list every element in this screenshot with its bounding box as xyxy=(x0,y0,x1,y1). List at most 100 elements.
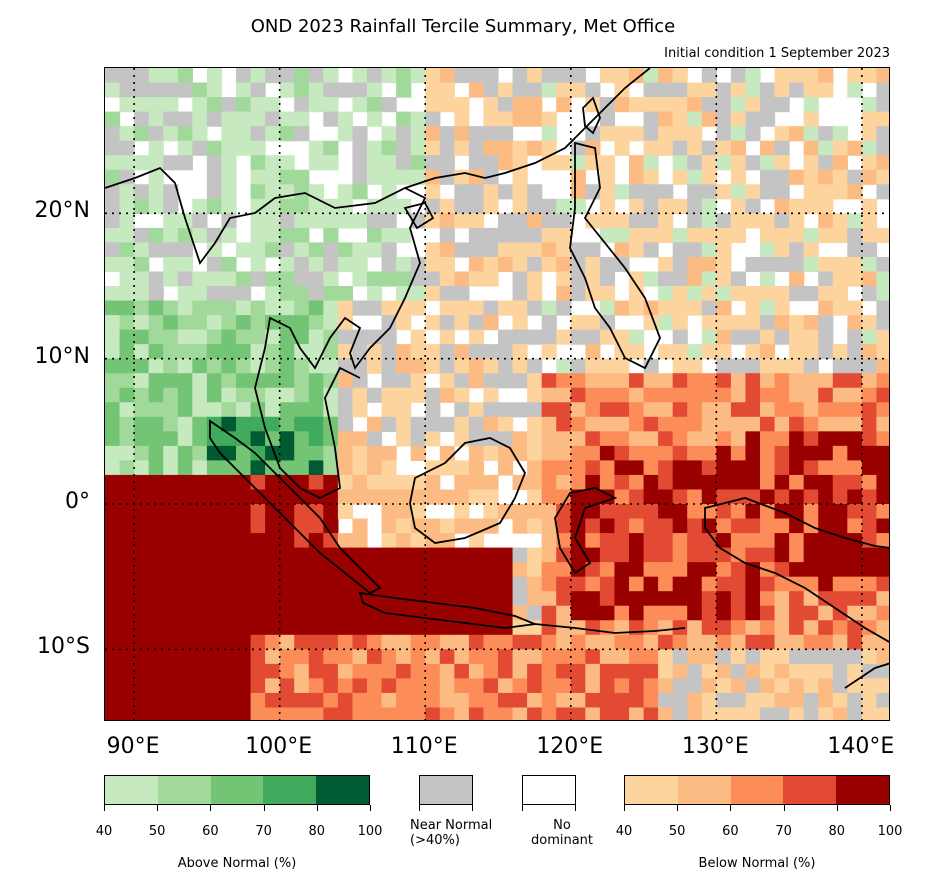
grid-cell xyxy=(352,344,368,360)
grid-cell xyxy=(541,329,557,345)
grid-cell xyxy=(425,286,441,302)
grid-cell xyxy=(672,82,688,98)
grid-cell xyxy=(483,315,499,331)
grid-cell xyxy=(192,140,208,156)
grid-cell xyxy=(119,256,135,273)
grid-cell xyxy=(585,460,601,476)
grid-cell xyxy=(716,256,732,273)
colorbar-tick-label: 40 xyxy=(95,824,113,839)
grid-cell xyxy=(803,344,819,360)
coastline-lesser-sunda xyxy=(534,623,686,634)
grid-cell xyxy=(410,663,426,679)
grid-cell xyxy=(134,315,150,331)
grid-cell xyxy=(832,460,848,476)
grid-cell xyxy=(425,97,441,113)
grid-cell xyxy=(629,663,645,679)
grid-cell xyxy=(789,634,805,650)
grid-cell xyxy=(381,402,397,418)
grid-cell xyxy=(701,169,717,185)
grid-cell xyxy=(847,576,863,592)
grid-cell xyxy=(832,663,848,679)
grid-cell xyxy=(658,620,674,636)
grid-cell xyxy=(861,431,878,447)
grid-cell xyxy=(672,329,688,345)
grid-cell xyxy=(861,315,878,331)
grid-cell xyxy=(381,416,397,432)
grid-cell xyxy=(570,169,586,185)
grid-cell xyxy=(134,634,150,650)
grid-cell xyxy=(250,489,266,505)
grid-cell xyxy=(192,402,208,418)
grid-cell xyxy=(279,344,295,360)
grid-cell xyxy=(643,460,659,476)
grid-cell xyxy=(236,344,252,360)
grid-cell xyxy=(454,562,470,578)
grid-cell xyxy=(716,707,732,720)
grid-cell xyxy=(265,329,281,345)
grid-cell xyxy=(847,562,863,578)
grid-cell xyxy=(468,373,485,389)
grid-cell xyxy=(599,504,616,520)
grid-cell xyxy=(134,445,150,461)
grid-cell xyxy=(337,489,354,505)
grid-cell xyxy=(381,169,397,185)
grid-cell xyxy=(265,184,281,200)
grid-cell xyxy=(119,315,135,331)
grid-cell xyxy=(279,634,295,650)
grid-cell xyxy=(265,126,281,142)
grid-cell xyxy=(439,620,455,636)
grid-cell xyxy=(629,213,645,229)
grid-cell xyxy=(367,140,383,156)
grid-cell xyxy=(570,68,586,84)
grid-cell xyxy=(105,445,121,461)
grid-cell xyxy=(643,198,659,214)
grid-cell xyxy=(832,489,848,505)
grid-cell xyxy=(483,547,499,563)
grid-cell xyxy=(832,286,848,302)
grid-cell xyxy=(367,213,383,229)
grid-cell xyxy=(498,82,514,98)
grid-cell xyxy=(206,286,223,302)
grid-cell xyxy=(599,634,616,650)
grid-cell xyxy=(614,460,630,476)
grid-cell xyxy=(789,692,805,709)
grid-cell xyxy=(730,358,747,374)
grid-cell xyxy=(803,184,819,200)
grid-cell xyxy=(134,373,150,389)
grid-cell xyxy=(279,271,295,287)
grid-cell xyxy=(818,344,834,360)
grid-cell xyxy=(701,373,717,389)
grid-cell xyxy=(337,533,354,549)
grid-cell xyxy=(279,620,295,636)
no-dominant-fill xyxy=(523,776,575,804)
grid-cell xyxy=(687,634,703,650)
grid-cell xyxy=(294,533,310,549)
grid-cell xyxy=(396,533,412,549)
grid-cell xyxy=(468,663,485,679)
grid-cell xyxy=(745,504,761,520)
grid-cell xyxy=(381,445,397,461)
grid-cell xyxy=(468,344,485,360)
grid-cell xyxy=(629,634,645,650)
grid-cell xyxy=(760,344,776,360)
grid-cell xyxy=(468,169,485,185)
grid-cell xyxy=(818,445,834,461)
grid-cell xyxy=(687,155,703,171)
grid-cell xyxy=(701,242,717,258)
grid-cell xyxy=(643,242,659,258)
grid-cell xyxy=(541,692,557,709)
grid-cell xyxy=(614,663,630,679)
grid-cell xyxy=(556,300,572,316)
grid-cell xyxy=(134,562,150,578)
grid-cell xyxy=(585,213,601,229)
grid-cell xyxy=(337,474,354,491)
grid-cell xyxy=(396,634,412,650)
grid-cell xyxy=(367,649,383,665)
grid-cell xyxy=(541,489,557,505)
grid-cell xyxy=(789,358,805,374)
grid-cell xyxy=(745,82,761,98)
grid-cell xyxy=(861,111,878,127)
grid-cell xyxy=(498,111,514,127)
grid-cell xyxy=(323,649,339,665)
grid-cell xyxy=(425,140,441,156)
